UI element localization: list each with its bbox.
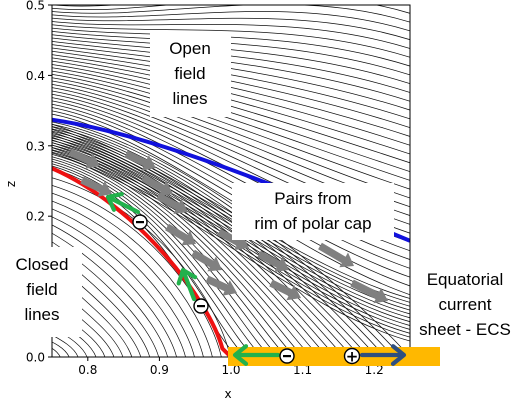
x-tick-label: 1.1 xyxy=(293,363,312,377)
gray-flow-arrow xyxy=(156,192,188,214)
gray-flow-arrow xyxy=(80,176,112,197)
field-line xyxy=(52,77,410,199)
field-line xyxy=(52,160,260,355)
green-arrow xyxy=(232,344,281,366)
negative-charge-2 xyxy=(193,298,209,314)
field-line xyxy=(52,151,293,355)
gray-flow-arrow xyxy=(165,223,196,246)
y-axis-label: z xyxy=(4,181,18,187)
pairs-label-line-2: rim of polar cap xyxy=(254,214,371,233)
ecs-label-line-3: sheet - ECS xyxy=(419,320,511,339)
gray-flow-arrow xyxy=(350,279,388,304)
field-line xyxy=(52,147,309,355)
field-line xyxy=(52,11,410,32)
open-field-lines-callout: Open field lines xyxy=(150,33,231,117)
open-field-label-line-2: field xyxy=(174,64,205,83)
gray-flow-arrow xyxy=(141,174,173,196)
y-tick-label: 0.4 xyxy=(26,69,45,83)
field-line xyxy=(52,140,334,355)
gray-flow-arrow xyxy=(205,275,237,296)
positive-charge: + xyxy=(343,348,361,366)
field-line xyxy=(52,208,195,357)
y-tick-label: 0.2 xyxy=(26,210,45,224)
field-line xyxy=(52,149,301,355)
x-axis-ticks: 0.8 0.9 1.0 1.1 1.2 xyxy=(78,357,384,377)
field-line xyxy=(52,5,410,14)
field-line xyxy=(52,341,70,357)
x-axis-label: x xyxy=(224,387,231,401)
field-line xyxy=(52,326,88,357)
closed-field-lines-callout: Closed field lines xyxy=(2,247,82,337)
x-tick-label: 0.9 xyxy=(150,363,169,377)
field-line xyxy=(52,24,410,58)
closed-field-label-line-2: field xyxy=(26,280,57,299)
gray-flow-arrow xyxy=(257,250,289,272)
y-tick-label: 0.3 xyxy=(26,139,45,153)
gray-flow-arrow xyxy=(269,279,301,301)
gray-flow-arrow xyxy=(124,150,156,171)
field-line xyxy=(52,149,410,338)
x-tick-label: 1.0 xyxy=(221,363,240,377)
field-line xyxy=(52,152,410,342)
y-tick-label: 0.0 xyxy=(26,351,45,365)
ecs-label: Equatorial current sheet - ECS xyxy=(419,270,511,339)
navy-arrow xyxy=(359,344,407,366)
field-line xyxy=(52,100,410,260)
closed-field-label-line-3: lines xyxy=(25,305,60,324)
y-tick-label: 0.5 xyxy=(26,0,45,13)
electron-arrows xyxy=(105,191,281,366)
field-line xyxy=(52,74,410,190)
field-line xyxy=(52,64,410,164)
field-line xyxy=(52,103,410,269)
field-line xyxy=(52,5,410,7)
closed-field-label-line-1: Closed xyxy=(16,255,69,274)
field-line xyxy=(52,232,168,357)
field-line xyxy=(52,163,252,355)
field-line xyxy=(52,216,186,357)
field-line xyxy=(52,17,410,41)
green-arrow xyxy=(105,191,141,215)
pair-flow-arrows xyxy=(68,148,388,304)
separatrix-line xyxy=(52,166,233,357)
positron-arrows xyxy=(359,344,407,366)
field-line xyxy=(52,269,133,357)
x-tick-label: 0.8 xyxy=(78,363,97,377)
green-arrow xyxy=(176,267,198,302)
ecs-label-line-1: Equatorial xyxy=(427,270,504,289)
gray-flow-arrow xyxy=(318,242,354,268)
field-line xyxy=(52,224,177,357)
positive-charge-sign: + xyxy=(346,348,359,366)
gray-flow-arrow xyxy=(191,249,222,272)
field-line xyxy=(52,0,417,3)
field-line xyxy=(52,185,222,357)
field-line xyxy=(52,126,384,355)
field-line xyxy=(52,142,326,355)
field-line xyxy=(52,144,318,355)
field-line xyxy=(52,5,410,23)
field-line xyxy=(52,154,285,355)
negative-charge-1 xyxy=(132,214,148,230)
field-line xyxy=(52,241,160,357)
gray-flow-arrow xyxy=(68,148,100,169)
field-line xyxy=(52,21,410,49)
field-line xyxy=(52,200,204,357)
field-line xyxy=(52,70,410,181)
negative-charge-3 xyxy=(279,348,295,364)
field-line xyxy=(52,158,268,355)
x-tick-label: 1.2 xyxy=(365,363,384,377)
open-field-label-line-1: Open xyxy=(169,39,211,58)
field-line xyxy=(52,334,79,357)
field-line xyxy=(52,259,142,357)
field-line xyxy=(52,192,213,357)
pairs-label-line-1: Pairs from xyxy=(274,189,351,208)
field-line xyxy=(52,347,61,357)
pairs-callout: Pairs from rim of polar cap xyxy=(232,183,394,240)
open-field-label-line-3: lines xyxy=(173,89,208,108)
field-line xyxy=(52,110,410,287)
field-line xyxy=(52,57,410,146)
ecs-label-line-2: current xyxy=(439,295,492,314)
field-line xyxy=(52,107,410,278)
